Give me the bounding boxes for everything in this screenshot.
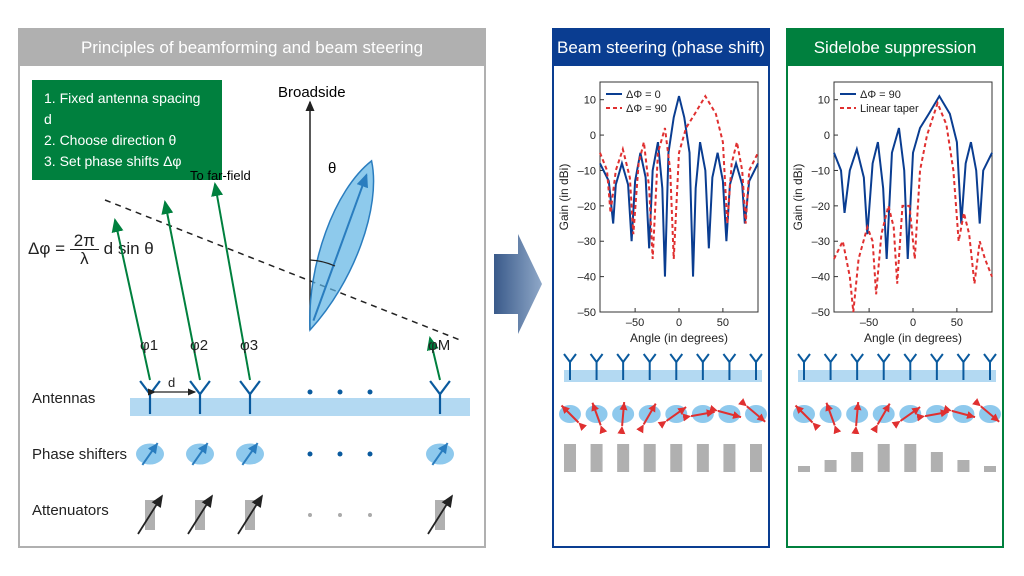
svg-text:–20: –20 xyxy=(812,201,830,213)
svg-text:φM: φM xyxy=(428,337,450,354)
svg-text:φ2: φ2 xyxy=(190,337,208,354)
svg-text:–40: –40 xyxy=(812,272,830,284)
svg-text:–10: –10 xyxy=(812,165,830,177)
main-panel: Principles of beamforming and beam steer… xyxy=(18,28,486,548)
svg-text:–50: –50 xyxy=(860,317,878,329)
label-antennas: Antennas xyxy=(32,390,95,407)
svg-text:ΔΦ = 0: ΔΦ = 0 xyxy=(626,89,661,101)
svg-text:Angle (in degrees): Angle (in degrees) xyxy=(864,331,962,345)
flow-arrow-icon xyxy=(494,234,542,334)
svg-text:0: 0 xyxy=(676,317,682,329)
label-attenuators: Attenuators xyxy=(32,502,109,519)
svg-text:–30: –30 xyxy=(812,236,830,248)
svg-text:ΔΦ = 90: ΔΦ = 90 xyxy=(626,103,667,115)
svg-text:50: 50 xyxy=(951,317,963,329)
svg-text:–30: –30 xyxy=(578,236,596,248)
svg-text:–50: –50 xyxy=(812,307,830,319)
p2-content: –50 –40 –30 –20 –10 0 10 –50 0 50 Angle (in degree… xyxy=(554,30,772,550)
svg-text:φ3: φ3 xyxy=(240,337,258,354)
svg-text:–50: –50 xyxy=(578,307,596,319)
svg-text:Gain (in dBi): Gain (in dBi) xyxy=(791,164,805,231)
svg-text:Gain (in dBi): Gain (in dBi) xyxy=(557,164,571,231)
svg-text:0: 0 xyxy=(910,317,916,329)
panel-sidelobe: Sidelobe suppression –50–40–30–20–10010–… xyxy=(786,28,1004,548)
svg-text:Angle (in degrees): Angle (in degrees) xyxy=(630,331,728,345)
label-phase-shifters: Phase shifters xyxy=(32,446,127,463)
svg-text:d: d xyxy=(168,375,175,390)
svg-text:10: 10 xyxy=(818,95,830,107)
svg-text:–50: –50 xyxy=(626,317,644,329)
svg-text:10: 10 xyxy=(584,95,596,107)
beam-diagram: φ1 φ2 φ3 φM d xyxy=(20,30,488,550)
svg-text:–20: –20 xyxy=(578,201,596,213)
p3-content: –50 –40 –30 –20 –10 0 10 –50 0 50 Angle (in degree… xyxy=(788,30,1006,550)
svg-text:0: 0 xyxy=(590,130,596,142)
panel-beam-steering: Beam steering (phase shift) –50–40–30–20… xyxy=(552,28,770,548)
svg-text:Linear taper: Linear taper xyxy=(860,103,919,115)
svg-text:50: 50 xyxy=(717,317,729,329)
svg-text:–10: –10 xyxy=(578,165,596,177)
svg-text:ΔΦ = 90: ΔΦ = 90 xyxy=(860,89,901,101)
svg-text:φ1: φ1 xyxy=(140,337,158,354)
svg-text:0: 0 xyxy=(824,130,830,142)
svg-text:–40: –40 xyxy=(578,272,596,284)
